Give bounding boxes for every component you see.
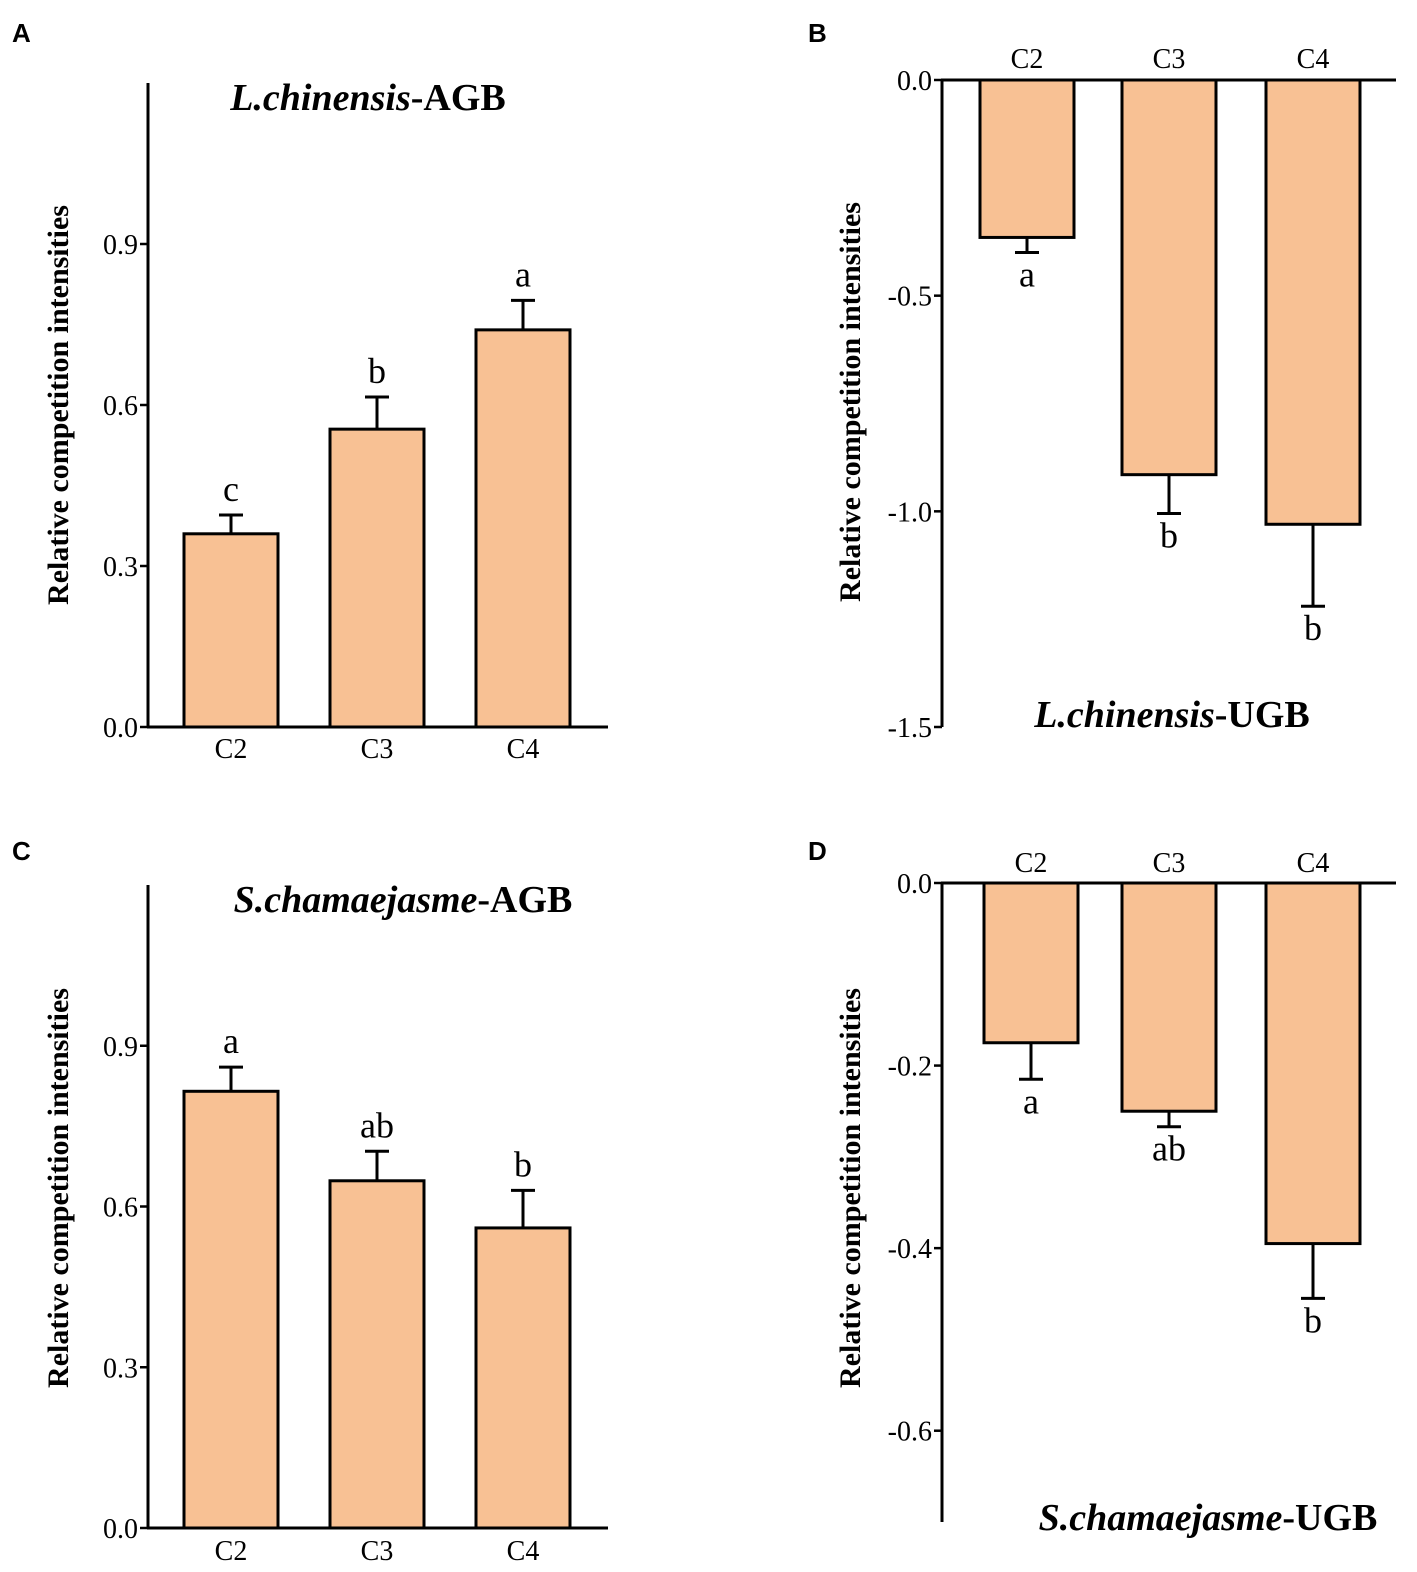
panel-d-bar-c3: [1120, 881, 1218, 1113]
panel-c-title-species: S.chamaejasme: [234, 879, 478, 921]
panel-c-y-tick-label: 0.6: [103, 1193, 138, 1224]
panel-d-plot: 0.0 -0.2 -0.4 -0.6 a C2 ab C3 b C4: [888, 848, 1396, 1522]
panel-a-bar-c3: [328, 427, 426, 729]
panel-d-significance-letter: a: [1023, 1081, 1039, 1121]
panel-c-title: S.chamaejasme-AGB: [234, 879, 573, 921]
panel-c-bar-c2: [182, 1089, 280, 1530]
panel-d-x-tick-label: C2: [1015, 848, 1048, 879]
panel-b-title: L.chinensis-UGB: [1033, 694, 1310, 736]
panel-b-significance-letter: b: [1304, 608, 1322, 648]
panel-d-title-suffix: -UGB: [1282, 1497, 1377, 1539]
panel-a: A L.chinensis-AGB Relative competition i…: [12, 18, 608, 765]
panel-b-plot: 0.0 -0.5 -1.0 -1.5 a C2 b C3 b C4: [888, 44, 1396, 744]
panel-d-significance-letter: ab: [1152, 1129, 1186, 1169]
panel-d-title: S.chamaejasme-UGB: [1039, 1497, 1378, 1539]
panel-b-title-suffix: -UGB: [1215, 694, 1310, 736]
panel-d-significance-letter: b: [1304, 1300, 1322, 1340]
panel-c-significance-letter: ab: [360, 1105, 394, 1145]
panel-d-y-tick-label: -0.6: [888, 1417, 932, 1448]
panel-d-y-tick-label: 0.0: [897, 869, 932, 900]
panel-b-title-species: L.chinensis: [1033, 694, 1215, 736]
panel-c-significance-letter: a: [223, 1021, 239, 1061]
panel-b-x-tick-label: C2: [1011, 44, 1044, 75]
panel-b-bar-c3: [1120, 78, 1218, 477]
panel-c-x-tick-label: C4: [507, 1536, 540, 1567]
panel-b-bar-c4: [1264, 78, 1362, 526]
panel-a-significance-letter: c: [223, 469, 239, 509]
panel-d-x-tick-label: C3: [1153, 848, 1186, 879]
panel-a-y-tick-label: 0.3: [103, 552, 138, 583]
panel-a-x-tick-label: C4: [507, 734, 540, 765]
panel-a-bar-c4: [474, 328, 572, 729]
panel-d-x-tick-label: C4: [1297, 848, 1330, 879]
panel-d-title-species: S.chamaejasme: [1039, 1497, 1283, 1539]
panel-b-y-tick-label: -1.0: [888, 497, 932, 528]
panel-d-bar-c4: [1264, 881, 1362, 1246]
panel-a-plot: 0.0 0.3 0.6 0.9 c C2 b C3 a C4: [103, 83, 608, 765]
panel-d-y-tick-label: -0.2: [888, 1052, 932, 1083]
panel-c-y-tick-label: 0.9: [103, 1032, 138, 1063]
panel-a-x-tick-label: C3: [361, 734, 394, 765]
panel-d-bar-c2: [982, 881, 1080, 1045]
panel-c-label: C: [12, 836, 31, 866]
panel-b-bar-c2: [978, 78, 1076, 239]
panel-a-y-axis-label: Relative competition intensities: [42, 205, 75, 605]
panel-a-y-tick-label: 0.9: [103, 230, 138, 261]
panel-a-title: L.chinensis-AGB: [229, 77, 506, 119]
panel-c-plot: 0.0 0.3 0.6 0.9 a C2 ab C3 b C4: [103, 885, 608, 1567]
panel-b-x-tick-label: C3: [1153, 44, 1186, 75]
panel-c-x-tick-label: C2: [215, 1536, 248, 1567]
panel-a-label: A: [12, 18, 31, 48]
panel-c-bar-c4: [474, 1226, 572, 1530]
panel-d-y-tick-label: -0.4: [888, 1234, 932, 1265]
panel-c-significance-letter: b: [514, 1144, 532, 1184]
panel-b: B L.chinensis-UGB Relative competition i…: [808, 18, 1396, 744]
panel-d-y-axis-label: Relative competition intensities: [834, 988, 867, 1388]
panel-b-significance-letter: a: [1019, 255, 1035, 295]
panel-c-bar-c3: [328, 1179, 426, 1530]
panel-c-y-tick-label: 0.0: [103, 1514, 138, 1545]
panel-b-y-axis-label: Relative competition intensities: [834, 202, 867, 602]
panel-d-label: D: [808, 836, 827, 866]
panel-a-y-tick-label: 0.6: [103, 391, 138, 422]
panel-b-x-tick-label: C4: [1297, 44, 1330, 75]
panel-c-y-tick-label: 0.3: [103, 1353, 138, 1384]
panel-c-title-suffix: -AGB: [477, 879, 572, 921]
panel-b-significance-letter: b: [1160, 515, 1178, 555]
panel-c-y-axis-label: Relative competition intensities: [42, 988, 75, 1388]
panel-a-title-species: L.chinensis: [229, 77, 411, 119]
panel-a-title-suffix: -AGB: [411, 77, 506, 119]
panel-c-x-tick-label: C3: [361, 1536, 394, 1567]
panel-c: C S.chamaejasme-AGB Relative competition…: [12, 836, 608, 1567]
panel-a-significance-letter: b: [368, 351, 386, 391]
panel-a-y-tick-label: 0.0: [103, 713, 138, 744]
panel-d: D S.chamaejasme-UGB Relative competition…: [808, 836, 1396, 1539]
panel-b-label: B: [808, 18, 827, 48]
panel-b-y-tick-label: 0.0: [897, 66, 932, 97]
panel-b-y-tick-label: -1.5: [888, 713, 932, 744]
panel-a-bar-c2: [182, 532, 280, 729]
panel-b-y-tick-label: -0.5: [888, 282, 932, 313]
panel-a-significance-letter: a: [515, 254, 531, 294]
panel-a-x-tick-label: C2: [215, 734, 248, 765]
